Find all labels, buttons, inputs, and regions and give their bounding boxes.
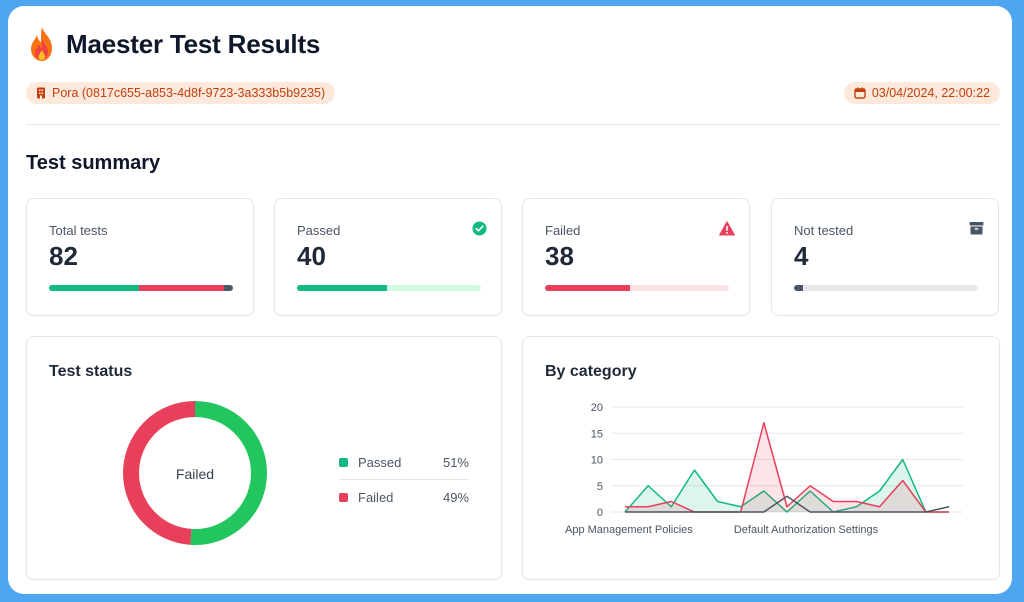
passed-card: Passed 40	[274, 198, 502, 316]
bar-fill	[545, 285, 630, 291]
stat-label: Failed	[545, 223, 581, 238]
failed-progress-bar	[545, 285, 729, 291]
stat-value: 4	[794, 241, 809, 271]
stat-value: 82	[49, 241, 78, 271]
x-tick-label: App Management Policies	[565, 524, 693, 536]
legend-item-passed: Passed 51%	[339, 445, 469, 479]
bar-failed	[139, 285, 224, 291]
archive-icon	[969, 222, 984, 235]
test-status-donut-chart: Failed	[123, 401, 267, 545]
legend-name: Passed	[358, 454, 402, 470]
stat-label: Passed	[297, 223, 341, 238]
legend-pct: 51%	[442, 454, 469, 470]
y-tick-label: 20	[591, 402, 603, 414]
warning-icon	[719, 221, 735, 236]
legend-swatch	[339, 492, 348, 502]
bar-fill	[297, 285, 388, 291]
datetime-text: 03/04/2024, 22:00:22	[871, 86, 990, 100]
donut-slice-failed[interactable]	[123, 401, 267, 545]
legend-divider	[339, 479, 469, 480]
stat-value: 38	[545, 241, 574, 271]
stat-label: Not tested	[794, 223, 854, 238]
tenant-text: Pora (0817c655-a853-4d8f-9723-3a333b5b92…	[52, 86, 326, 100]
passed-progress-bar	[297, 285, 481, 291]
header: Maester Test Results	[28, 26, 320, 62]
total-progress-bar	[49, 285, 233, 291]
donut-center-label: Failed	[176, 466, 214, 482]
not-tested-progress-bar	[794, 285, 978, 291]
building-icon	[37, 87, 45, 99]
stat-value: 40	[297, 241, 326, 271]
status-legend: Passed 51% Failed 49%	[339, 445, 469, 514]
page-title: Maester Test Results	[66, 28, 321, 59]
datetime-badge: 03/04/2024, 22:00:22	[843, 82, 1000, 104]
bar-fill	[794, 285, 804, 291]
series-line-passed[interactable]	[624, 458, 949, 513]
y-tick-label: 10	[591, 455, 603, 467]
bar-passed	[49, 285, 140, 291]
flame-icon	[31, 27, 52, 61]
header-divider	[26, 124, 1000, 125]
panel-title: By category	[545, 363, 637, 380]
tenant-badge: Pora (0817c655-a853-4d8f-9723-3a333b5b92…	[26, 82, 336, 104]
y-tick-label: 15	[591, 428, 603, 440]
legend-pct: 49%	[442, 489, 469, 505]
y-tick-label: 0	[597, 507, 603, 519]
bar-not-tested	[223, 285, 233, 291]
test-status-panel: Test status Failed Passed 51% Failed 49%	[26, 336, 502, 580]
by-category-panel: By category 0 5 10 15 20 App Management Polic…	[522, 336, 1000, 580]
x-tick-label: Default Authorization Settings	[734, 524, 879, 536]
failed-card: Failed 38	[522, 198, 750, 316]
legend-name: Failed	[358, 489, 394, 505]
calendar-icon	[854, 87, 866, 99]
not-tested-card: Not tested 4	[771, 198, 999, 316]
legend-swatch	[339, 457, 348, 467]
series-line-failed[interactable]	[625, 422, 949, 513]
area-failed	[625, 422, 949, 512]
check-circle-icon	[472, 221, 487, 236]
report-window: Maester Test Results Pora (0817c655-a853…	[8, 6, 1012, 594]
stat-label: Total tests	[49, 223, 108, 238]
by-category-area-chart: 0 5 10 15 20 App Management Policies Default A…	[565, 402, 963, 536]
total-tests-card: Total tests 82	[26, 198, 254, 316]
legend-item-failed: Failed 49%	[339, 480, 469, 514]
series-line-not-tested[interactable]	[625, 495, 950, 513]
section-title: Test summary	[26, 152, 161, 174]
panel-title: Test status	[49, 363, 133, 380]
y-tick-label: 5	[597, 481, 603, 493]
